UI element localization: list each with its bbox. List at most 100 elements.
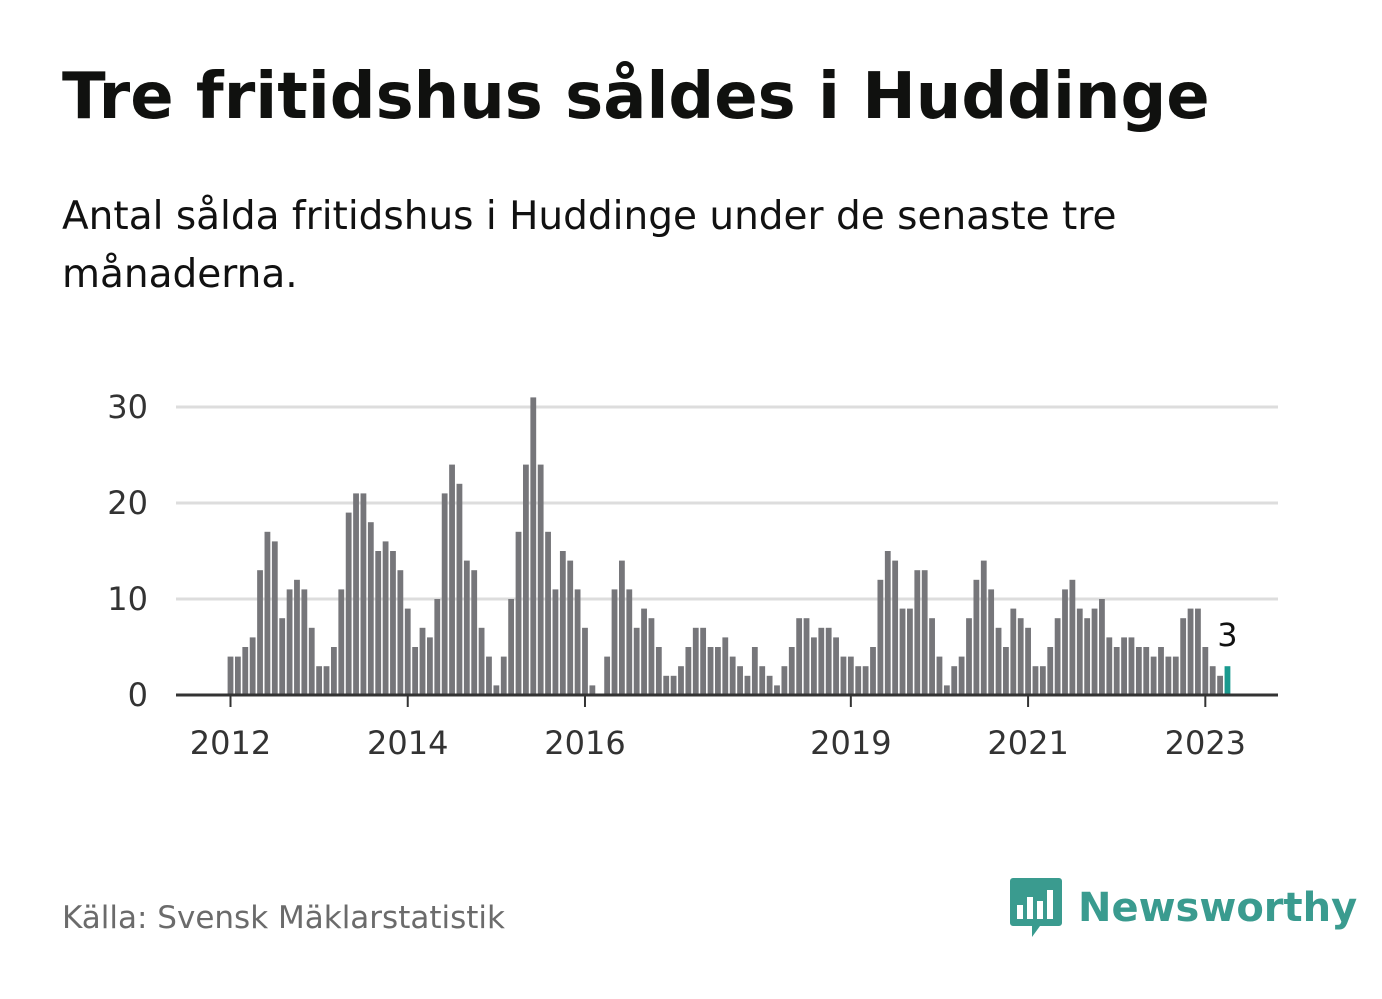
bar	[751, 647, 758, 695]
bar	[552, 589, 559, 695]
bar	[641, 608, 647, 695]
newsworthy-logo-text: Newsworthy	[1078, 885, 1358, 931]
bar	[257, 570, 263, 695]
bar	[382, 541, 389, 695]
axes: 0 10 20 30 2012 2014 2016 2019 2021 2023 3	[107, 388, 1278, 762]
bar	[397, 570, 404, 695]
bar	[921, 570, 928, 695]
bar	[840, 656, 847, 695]
bar	[456, 483, 463, 695]
bar	[286, 589, 293, 695]
x-tick-label: 2021	[987, 724, 1068, 762]
bar	[803, 618, 810, 695]
bar	[811, 637, 817, 695]
bar	[818, 627, 825, 695]
bar	[449, 464, 455, 695]
bar	[582, 627, 588, 695]
bar	[914, 570, 921, 695]
bar	[1017, 618, 1024, 695]
bar	[419, 627, 426, 695]
bar	[1128, 637, 1135, 695]
bar	[375, 551, 382, 695]
bar	[1047, 647, 1054, 695]
x-tick-label: 2019	[810, 724, 891, 762]
bar	[493, 685, 500, 695]
bar	[471, 570, 478, 695]
bar	[508, 599, 515, 695]
bar	[412, 647, 419, 695]
bar	[766, 675, 773, 695]
bar	[1150, 656, 1157, 695]
bar	[1187, 608, 1194, 695]
bar	[1032, 666, 1039, 695]
bar	[500, 656, 507, 695]
bar	[648, 618, 655, 695]
bar	[655, 647, 662, 695]
gridlines	[176, 405, 1278, 601]
bar	[478, 627, 485, 695]
bar	[1158, 647, 1164, 695]
bar	[1054, 618, 1061, 695]
y-tick-label: 30	[107, 388, 148, 426]
bar	[227, 656, 234, 695]
bar	[604, 656, 611, 695]
bar	[611, 589, 618, 695]
bar	[781, 666, 788, 695]
bar	[943, 685, 950, 695]
bar	[936, 656, 943, 695]
bar	[360, 493, 367, 695]
bar	[308, 627, 315, 695]
bar	[1076, 608, 1083, 695]
bar	[678, 666, 684, 695]
bar	[486, 656, 492, 695]
bar	[323, 666, 330, 695]
bar	[316, 666, 323, 695]
x-tick-label: 2012	[190, 724, 271, 762]
bar	[441, 493, 448, 695]
bar	[427, 637, 433, 695]
bar	[559, 551, 566, 695]
bar	[774, 685, 780, 695]
x-tick-label: 2023	[1165, 724, 1246, 762]
bar	[1062, 589, 1068, 695]
bar	[1069, 579, 1076, 695]
chart-subtitle: Antal sålda fritidshus i Huddinge under …	[62, 194, 1117, 297]
bar	[1084, 618, 1091, 695]
bar	[825, 627, 832, 695]
y-tick-label: 0	[128, 676, 148, 714]
bar	[367, 522, 374, 695]
bar	[929, 618, 935, 695]
bar	[707, 647, 714, 695]
bar	[870, 647, 876, 695]
bar	[589, 685, 596, 695]
bar	[892, 560, 899, 695]
bar	[234, 656, 241, 695]
latest-value-label: 3	[1217, 616, 1237, 654]
bar	[796, 618, 803, 695]
bar	[973, 579, 980, 695]
bar	[1165, 656, 1172, 695]
bar	[390, 551, 396, 695]
bar	[1091, 608, 1098, 695]
source-note: Källa: Svensk Mäklarstatistik	[62, 900, 505, 936]
bar	[242, 647, 249, 695]
bar	[404, 608, 411, 695]
bar	[1039, 666, 1046, 695]
bar	[966, 618, 972, 695]
bar	[1003, 647, 1009, 695]
bar	[744, 675, 751, 695]
bar	[353, 493, 359, 695]
bar	[907, 608, 913, 695]
bar	[537, 464, 544, 695]
bar	[294, 579, 300, 695]
bar	[884, 551, 891, 695]
bar	[847, 656, 854, 695]
bar	[729, 656, 736, 695]
bar	[988, 589, 995, 695]
bar	[759, 666, 766, 695]
bar	[1135, 647, 1142, 695]
y-tick-label: 20	[107, 484, 148, 522]
bar	[1209, 666, 1216, 695]
bar	[1217, 675, 1223, 695]
